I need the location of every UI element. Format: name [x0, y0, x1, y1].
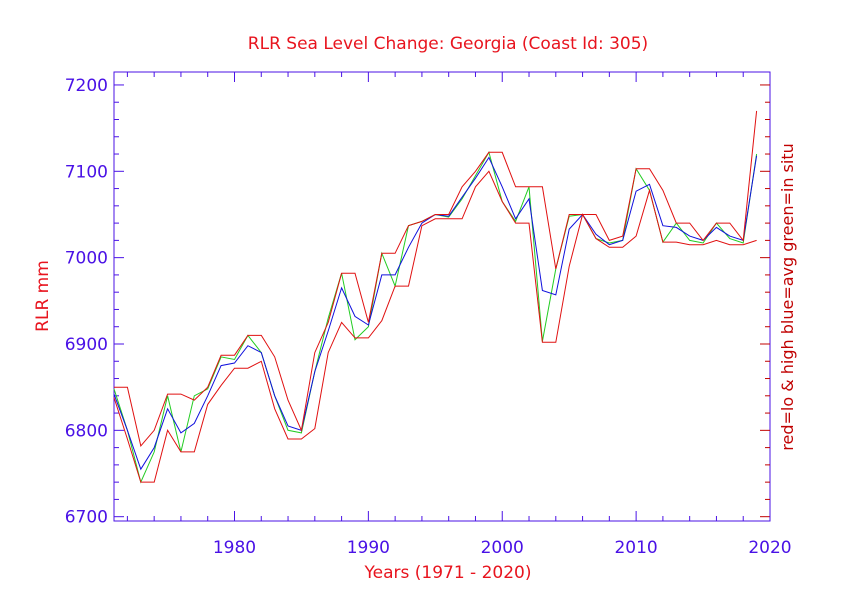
y-tick-label: 7200 — [65, 76, 108, 96]
y-axis-label: RLR mm — [33, 260, 53, 332]
x-tick-label: 2020 — [748, 538, 791, 558]
plot-frame — [113, 71, 771, 522]
series-line-high — [114, 110, 758, 447]
legend-label: red=lo & high blue=avg green=in situ — [778, 143, 797, 450]
series-line-lo — [113, 170, 757, 483]
series-line-avg — [113, 155, 758, 471]
y-tick-label: 7000 — [65, 249, 108, 269]
y-tick-label: 7100 — [65, 162, 108, 182]
series-lines — [113, 110, 758, 484]
y-tick-label: 6900 — [65, 335, 108, 355]
series-line-in-situ — [113, 151, 758, 484]
x-tick-label: 2000 — [481, 538, 524, 558]
x-axis: 1980 1990 2000 2010 2020 — [126, 72, 792, 558]
y-tick-label: 6700 — [65, 508, 108, 528]
x-tick-label: 2010 — [614, 538, 657, 558]
x-tick-label: 1990 — [347, 538, 390, 558]
x-axis-label: Years (1971 - 2020) — [364, 563, 532, 583]
x-tick-label: 1980 — [213, 538, 256, 558]
y-axis: 6700 6800 6900 7000 7100 7200 — [65, 76, 770, 528]
chart-title: RLR Sea Level Change: Georgia (Coast Id:… — [248, 34, 648, 54]
y-tick-label: 6800 — [65, 421, 108, 441]
